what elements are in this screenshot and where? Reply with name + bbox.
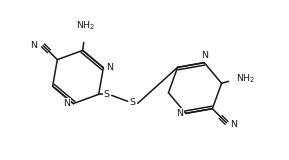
Text: N: N (63, 99, 70, 108)
Text: N: N (176, 109, 183, 118)
Text: N: N (30, 41, 37, 50)
Text: S: S (104, 90, 110, 99)
Text: N: N (106, 63, 113, 72)
Text: N: N (231, 120, 238, 129)
Text: N: N (201, 51, 208, 60)
Text: NH$_2$: NH$_2$ (76, 20, 95, 32)
Text: NH$_2$: NH$_2$ (236, 72, 255, 85)
Text: S: S (130, 98, 136, 107)
